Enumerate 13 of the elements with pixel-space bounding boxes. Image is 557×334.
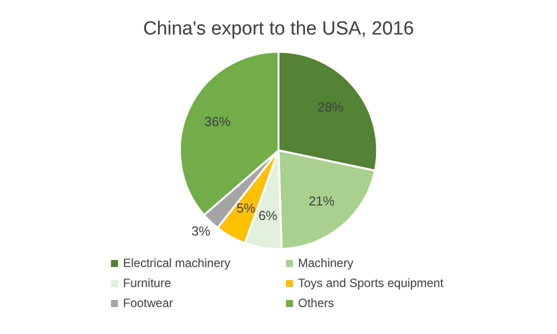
data-label: 28% bbox=[318, 100, 344, 115]
chart-title: China's export to the USA, 2016 bbox=[143, 18, 414, 40]
legend-label: Toys and Sports equipment bbox=[298, 276, 444, 290]
data-label: 3% bbox=[192, 223, 211, 238]
legend-label: Machinery bbox=[298, 256, 354, 270]
legend-label: Others bbox=[298, 296, 334, 310]
legend-label: Furniture bbox=[123, 276, 172, 290]
data-label: 5% bbox=[236, 200, 256, 216]
legend-label: Electrical machinery bbox=[123, 256, 230, 270]
legend-label: Footwear bbox=[123, 296, 174, 310]
data-label: 21% bbox=[308, 193, 336, 208]
data-label: 36% bbox=[204, 114, 231, 130]
data-label: 6% bbox=[258, 208, 278, 224]
